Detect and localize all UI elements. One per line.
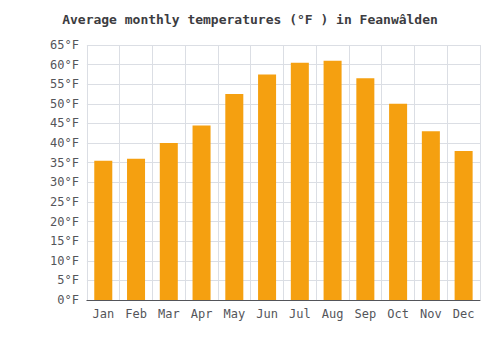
- svg-text:15°F: 15°F: [50, 234, 79, 248]
- svg-text:Jun: Jun: [256, 307, 278, 321]
- svg-text:25°F: 25°F: [50, 195, 79, 209]
- svg-text:Aug: Aug: [322, 307, 344, 321]
- svg-text:Average monthly temperatures (: Average monthly temperatures (°F ) in Fe…: [62, 12, 438, 27]
- svg-text:Nov: Nov: [420, 307, 442, 321]
- svg-text:Dec: Dec: [453, 307, 475, 321]
- svg-text:65°F: 65°F: [50, 38, 79, 52]
- svg-text:35°F: 35°F: [50, 156, 79, 170]
- svg-text:20°F: 20°F: [50, 215, 79, 229]
- svg-text:30°F: 30°F: [50, 175, 79, 189]
- svg-text:Jan: Jan: [92, 307, 114, 321]
- svg-text:5°F: 5°F: [57, 273, 79, 287]
- svg-text:Oct: Oct: [387, 307, 409, 321]
- svg-text:55°F: 55°F: [50, 77, 79, 91]
- svg-text:10°F: 10°F: [50, 254, 79, 268]
- svg-text:0°F: 0°F: [57, 293, 79, 307]
- svg-text:Jul: Jul: [289, 307, 311, 321]
- svg-text:45°F: 45°F: [50, 116, 79, 130]
- svg-text:May: May: [223, 307, 245, 321]
- svg-text:50°F: 50°F: [50, 97, 79, 111]
- svg-text:Mar: Mar: [158, 307, 180, 321]
- svg-text:Apr: Apr: [191, 307, 213, 321]
- svg-text:40°F: 40°F: [50, 136, 79, 150]
- svg-text:Feb: Feb: [125, 307, 147, 321]
- svg-text:Sep: Sep: [355, 307, 377, 321]
- svg-text:60°F: 60°F: [50, 58, 79, 72]
